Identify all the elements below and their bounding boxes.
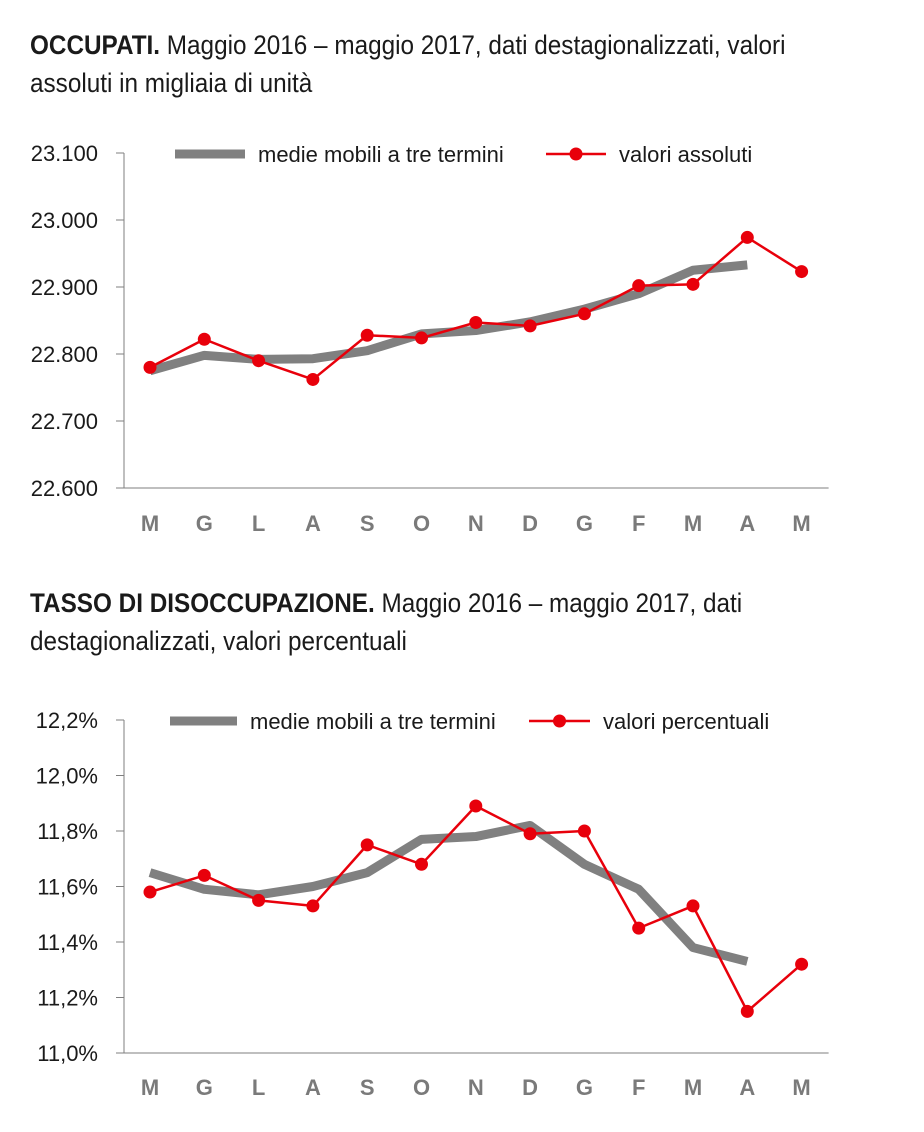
data-point-marker <box>252 354 266 368</box>
data-point-marker <box>306 899 320 913</box>
chart-title-bold: OCCUPATI. <box>30 30 161 60</box>
x-tick-label: M <box>792 1075 810 1100</box>
y-tick-label: 22.800 <box>31 342 98 367</box>
y-tick-label: 12,2% <box>36 708 98 733</box>
data-point-marker <box>740 1004 754 1018</box>
legend-label-valori: valori assoluti <box>619 142 752 167</box>
data-point-marker <box>469 799 483 813</box>
y-tick-label: 11,2% <box>37 986 98 1011</box>
data-point-marker <box>795 265 809 279</box>
x-tick-label: F <box>632 1075 645 1100</box>
chart-title-disoccupazione: TASSO DI DISOCCUPAZIONE. Maggio 2016 – m… <box>30 584 786 660</box>
x-tick-label: L <box>252 1075 265 1100</box>
x-tick-label: S <box>360 1075 375 1100</box>
x-tick-label: A <box>305 511 321 536</box>
x-tick-label: A <box>739 511 755 536</box>
x-tick-label: A <box>739 1075 755 1100</box>
y-tick-label: 23.100 <box>31 141 98 166</box>
x-tick-label: M <box>792 511 810 536</box>
x-tick-label: G <box>196 1075 213 1100</box>
data-point-marker <box>632 279 646 293</box>
data-point-marker <box>523 319 537 333</box>
x-tick-label: S <box>360 511 375 536</box>
data-point-marker <box>632 921 646 935</box>
y-tick-label: 11,6% <box>37 875 98 900</box>
x-tick-label: M <box>684 1075 702 1100</box>
x-tick-label: F <box>632 511 645 536</box>
data-point-marker <box>577 307 591 321</box>
data-point-marker <box>197 332 211 346</box>
x-tick-label: M <box>141 1075 159 1100</box>
y-tick-label: 22.700 <box>31 409 98 434</box>
data-point-marker <box>197 868 211 882</box>
chart-title-bold: TASSO DI DISOCCUPAZIONE. <box>30 588 375 618</box>
chart-title-occupati: OCCUPATI. Maggio 2016 – maggio 2017, dat… <box>30 26 786 102</box>
data-point-marker <box>360 838 374 852</box>
x-tick-label: G <box>576 1075 593 1100</box>
occupati-line-chart: 22.600 22.700 22.800 22.900 23.000 23.100 M G L A… <box>31 141 829 536</box>
chart-title-rest: Maggio 2016 – maggio 2017, dati destagio… <box>30 30 786 98</box>
y-tick-label: 11,8% <box>37 819 98 844</box>
series-line-medie-mobili <box>148 820 749 966</box>
x-tick-label: D <box>522 1075 538 1100</box>
legend-marker-valori <box>553 714 566 728</box>
x-tick-label: O <box>413 511 430 536</box>
data-point-marker <box>415 857 428 871</box>
x-tick-label: O <box>413 1075 430 1100</box>
x-tick-label: M <box>684 511 702 536</box>
data-point-marker <box>686 899 700 913</box>
data-point-marker <box>252 893 266 907</box>
data-point-marker <box>577 824 591 838</box>
data-point-marker <box>143 885 157 899</box>
y-tick-label: 11,0% <box>37 1041 98 1066</box>
x-tick-label: N <box>468 1075 484 1100</box>
y-tick-label: 11,4% <box>37 930 98 955</box>
data-point-marker <box>523 827 537 841</box>
data-point-marker <box>306 372 320 386</box>
series-line-medie-mobili <box>148 260 748 376</box>
y-tick-label: 22.600 <box>31 476 98 501</box>
x-tick-label: N <box>468 511 484 536</box>
y-tick-label: 23.000 <box>31 208 98 233</box>
legend-label-medie-mobili: medie mobili a tre termini <box>250 709 496 734</box>
data-point-marker <box>469 316 483 330</box>
x-tick-label: G <box>576 511 593 536</box>
data-point-marker <box>686 277 700 291</box>
legend-marker-valori <box>569 147 583 161</box>
y-tick-label: 12,0% <box>36 764 98 789</box>
x-tick-label: D <box>522 511 538 536</box>
data-point-marker <box>415 331 428 345</box>
data-point-marker <box>740 230 754 244</box>
chart-title-rest: Maggio 2016 – maggio 2017, dati destagio… <box>30 588 743 656</box>
data-point-marker <box>795 957 809 971</box>
x-tick-label: G <box>196 511 213 536</box>
disoccupazione-line-chart: 11,0% 11,2% 11,4% 11,6% 11,8% 12,0% 12,2% M G L A S… <box>36 708 829 1100</box>
x-tick-label: A <box>305 1075 321 1100</box>
legend-label-valori: valori percentuali <box>603 709 769 734</box>
data-point-marker <box>143 360 157 374</box>
x-tick-label: M <box>141 511 159 536</box>
legend-label-medie-mobili: medie mobili a tre termini <box>258 142 504 167</box>
data-point-marker <box>360 328 374 342</box>
x-tick-label: L <box>252 511 265 536</box>
y-tick-label: 22.900 <box>31 275 98 300</box>
